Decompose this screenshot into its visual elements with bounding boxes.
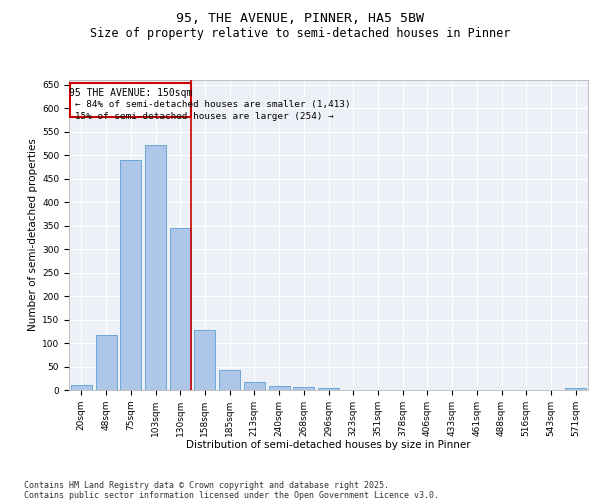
Text: 95 THE AVENUE: 150sqm: 95 THE AVENUE: 150sqm (69, 88, 193, 98)
Text: 15% of semi-detached houses are larger (254) →: 15% of semi-detached houses are larger (… (76, 112, 334, 121)
Bar (170, 228, 191, 390)
Bar (120, 160, 141, 390)
Text: Contains HM Land Registry data © Crown copyright and database right 2025.: Contains HM Land Registry data © Crown c… (24, 481, 389, 490)
FancyBboxPatch shape (70, 84, 191, 116)
X-axis label: Distribution of semi-detached houses by size in Pinner: Distribution of semi-detached houses by … (186, 440, 471, 450)
Text: ← 84% of semi-detached houses are smaller (1,413): ← 84% of semi-detached houses are smalle… (76, 100, 351, 110)
Bar (244, 382, 265, 390)
Bar (194, 330, 215, 390)
Text: 95, THE AVENUE, PINNER, HA5 5BW: 95, THE AVENUE, PINNER, HA5 5BW (176, 12, 424, 26)
Bar (95, 334, 116, 390)
Bar (293, 386, 314, 390)
Bar (71, 385, 92, 390)
Text: Size of property relative to semi-detached houses in Pinner: Size of property relative to semi-detach… (90, 28, 510, 40)
Bar (145, 145, 166, 390)
Bar (269, 386, 290, 390)
Bar (219, 370, 240, 390)
Y-axis label: Number of semi-detached properties: Number of semi-detached properties (28, 138, 38, 332)
Bar (318, 388, 339, 390)
Text: Contains public sector information licensed under the Open Government Licence v3: Contains public sector information licen… (24, 491, 439, 500)
Bar (565, 388, 586, 390)
